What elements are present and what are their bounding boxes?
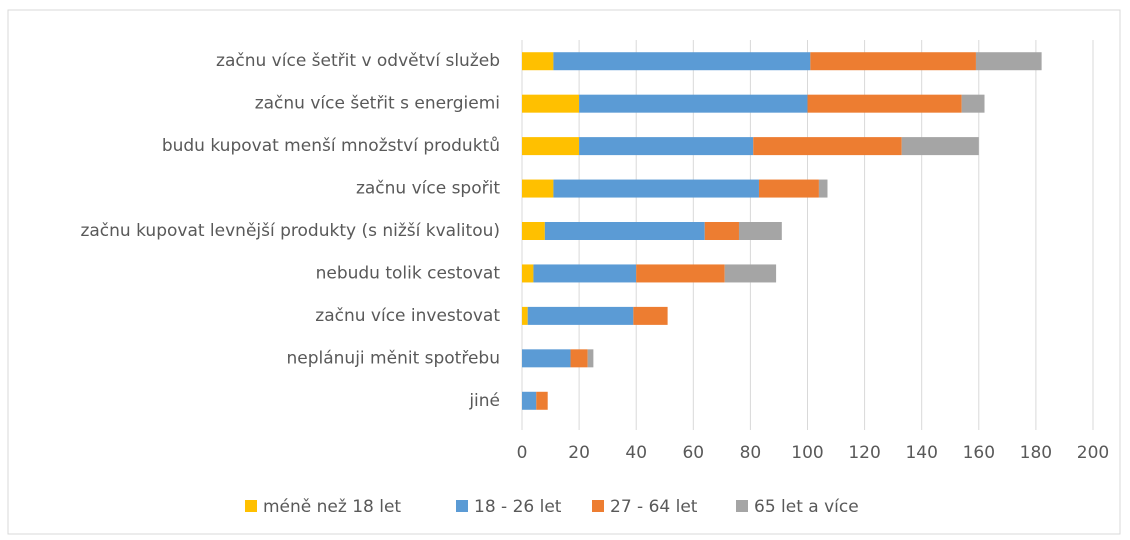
bar-segment: [522, 264, 534, 283]
bar-segment: [724, 264, 777, 283]
legend-label: 18 - 26 let: [474, 497, 562, 517]
x-tick-label: 60: [682, 443, 704, 463]
bar-segment: [738, 222, 782, 240]
bar-segment: [553, 52, 811, 71]
y-tick-label: jiné: [468, 391, 500, 411]
bar-segment: [527, 306, 634, 325]
legend-label: méně než 18 let: [263, 497, 401, 517]
bar-segment: [807, 94, 962, 113]
bar-segment: [522, 349, 571, 368]
bar-segment: [636, 264, 725, 283]
y-tick-label: budu kupovat menší množství produktů: [162, 136, 500, 156]
bar-segment: [553, 179, 759, 198]
x-tick-label: 180: [1020, 443, 1052, 463]
x-tick-label: 20: [568, 443, 590, 463]
legend-swatch: [245, 500, 257, 512]
bar-segment: [522, 391, 537, 410]
bar-segment: [522, 179, 554, 198]
bar-segment: [544, 222, 705, 240]
bar-segment: [633, 306, 668, 325]
legend-swatch: [592, 500, 604, 512]
bar-segment: [522, 52, 554, 71]
y-tick-label: začnu více šetřit s energiemi: [255, 94, 500, 114]
x-tick-label: 120: [848, 443, 880, 463]
x-tick-label: 40: [625, 443, 647, 463]
bar-segment: [570, 349, 588, 368]
x-tick-label: 0: [517, 443, 528, 463]
x-tick-label: 200: [1077, 443, 1109, 463]
bar-segment: [536, 391, 548, 410]
bar-segment: [522, 137, 580, 156]
bar-segment: [587, 349, 594, 368]
legend-swatch: [736, 500, 748, 512]
bar-segment: [975, 52, 1042, 71]
y-tick-label: začnu více šetřit v odvětví služeb: [216, 51, 500, 71]
bar-segment: [522, 222, 545, 240]
bar-segment: [579, 94, 808, 113]
y-tick-label: neplánuji měnit spotřebu: [286, 348, 500, 368]
y-tick-label: začnu více investovat: [315, 306, 500, 326]
bar-segment: [810, 52, 976, 71]
bar-segment: [704, 222, 739, 240]
bar-segment: [579, 137, 754, 156]
x-tick-label: 100: [791, 443, 823, 463]
x-tick-label: 140: [905, 443, 937, 463]
bar-segment: [522, 94, 580, 113]
bar-segment: [522, 306, 528, 325]
y-tick-label: začnu více spořit: [356, 179, 500, 199]
bar-segment: [818, 179, 828, 198]
bar-segment: [901, 137, 979, 156]
legend-swatch: [456, 500, 468, 512]
bar-segment: [753, 137, 902, 156]
x-tick-label: 80: [740, 443, 762, 463]
y-tick-label: nebudu tolik cestovat: [316, 263, 501, 283]
legend-label: 27 - 64 let: [610, 497, 698, 517]
bar-segment: [533, 264, 637, 283]
legend-label: 65 let a více: [754, 497, 859, 517]
y-tick-label: začnu kupovat levnější produkty (s nižší…: [80, 221, 500, 241]
x-tick-label: 160: [963, 443, 995, 463]
bar-segment: [758, 179, 819, 198]
bar-segment: [961, 94, 985, 113]
